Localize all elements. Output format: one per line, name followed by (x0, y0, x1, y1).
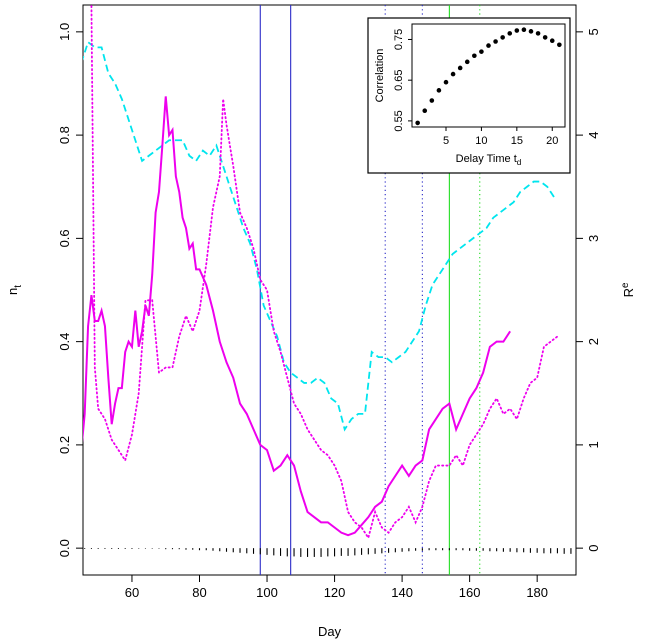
point (429, 98, 435, 103)
point (464, 59, 470, 65)
y-tick-label: 0.6 (57, 229, 72, 247)
x-axis-label-sub: d (517, 158, 522, 167)
y-axis-label-sub: t (13, 285, 24, 288)
series-line (83, 96, 511, 537)
point (493, 39, 498, 44)
point (486, 43, 491, 48)
x-tick-label: 100 (256, 585, 278, 600)
point (436, 88, 442, 93)
y2-axis-label-text: R (621, 288, 636, 297)
y-axis-label-text: Correlation (374, 49, 386, 103)
y2-tick-label: 3 (586, 235, 601, 242)
point (514, 28, 520, 33)
y2-tick-label: 0 (586, 545, 601, 552)
y-axis-label: nt (5, 285, 23, 295)
point (450, 71, 456, 77)
point (479, 49, 484, 54)
y-tick-label: 1.0 (57, 23, 72, 41)
y2-tick-label: 5 (586, 28, 601, 35)
inset-background (367, 17, 571, 174)
point (443, 79, 449, 85)
y2-tick-label: 2 (586, 338, 601, 345)
x-tick-label: 20 (546, 135, 558, 147)
point (507, 31, 513, 36)
point (528, 29, 534, 34)
x-tick-label: 120 (324, 585, 346, 600)
y-tick-label: 0.4 (57, 333, 72, 351)
y-tick-label: 0.0 (57, 539, 72, 557)
y-tick-label: 0.65 (393, 69, 405, 90)
y-tick-label: 0.8 (57, 126, 72, 144)
point (500, 35, 505, 40)
x-tick-label: 10 (475, 135, 487, 147)
x-tick-label: 60 (125, 585, 139, 600)
point (422, 108, 428, 114)
plot-frame (82, 4, 577, 576)
x-tick-label: 5 (443, 135, 449, 147)
x-axis-label: Day (318, 624, 342, 639)
x-tick-label: 15 (511, 135, 523, 147)
y-tick-label: 0.75 (393, 29, 405, 50)
x-tick-label: 160 (459, 585, 481, 600)
x-axis-label: Delay Time td (456, 153, 522, 167)
series-line (83, 40, 555, 432)
plot-frame (411, 23, 566, 128)
x-tick-label: 80 (192, 585, 206, 600)
y-tick-label: 0.55 (393, 110, 405, 131)
x-axis-label-text: Delay Time t (456, 153, 517, 165)
point (557, 42, 562, 48)
y-axis-label: Correlation (374, 49, 386, 103)
y2-axis-label: Re (620, 283, 637, 298)
point (472, 53, 477, 59)
point (549, 38, 555, 43)
point (457, 65, 463, 71)
point (521, 27, 527, 32)
y-tick-label: 0.2 (57, 436, 72, 454)
x-tick-label: 140 (391, 585, 413, 600)
point (535, 31, 541, 36)
point (542, 35, 548, 40)
y-axis-label-text: n (5, 288, 20, 295)
point (415, 120, 420, 126)
y2-tick-label: 4 (586, 131, 601, 138)
y2-tick-label: 1 (586, 441, 601, 448)
series-line (90, 5, 559, 541)
y2-axis-label-sup: e (620, 283, 631, 288)
x-axis-label-text: Day (318, 624, 342, 639)
x-tick-label: 180 (526, 585, 548, 600)
